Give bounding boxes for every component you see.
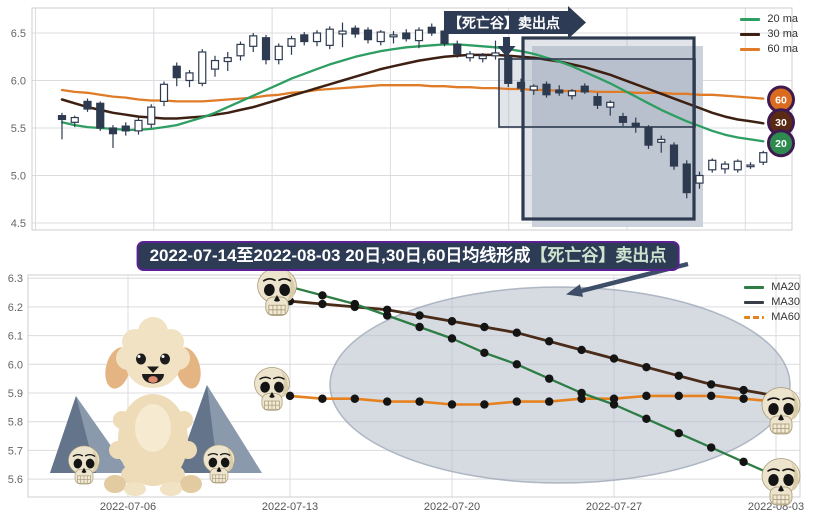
y-tick-label: 6.0 [11,76,26,88]
y-tick-label: 5.8 [8,417,23,429]
candlestick-group [57,22,768,199]
box-shadow [532,46,703,227]
legend-item-ma30: MA30 [744,296,800,308]
y-tick-label: 4.5 [11,218,26,230]
legend-item-60ma: 60 ma [740,43,798,55]
bottom-ma-line-chart: 6.3 6.2 6.1 6.0 5.9 5.8 5.7 5.6 2022-07-06 2022-0… [8,261,804,513]
ma60-badge: 60 [767,85,795,114]
60ma-line [60,84,765,103]
death-valley-outer-box [521,36,696,221]
legend-label: 20 ma [767,13,798,25]
legend-label: MA20 [771,281,800,293]
MA60-series [285,391,781,409]
svg-text:30: 30 [775,117,787,129]
x-tick-label: 2022-08-03 [748,501,804,513]
y-tick-label: 5.7 [8,445,23,457]
legend-item-ma20: MA20 [744,281,800,293]
sell-point-flag: 【死亡谷】卖出点 [444,6,586,57]
y-tick-label: 5.5 [11,123,26,135]
skull-icon [254,367,290,411]
y-tick-label: 5.6 [8,474,23,486]
legend-label: MA30 [771,296,800,308]
skull-icon [203,444,235,484]
20ma-line [60,43,765,143]
valley-scene-illustration [50,317,262,496]
x-tick-label: 2022-07-06 [100,501,156,513]
ma30-swatch-icon [744,300,765,304]
skull-icon [68,445,100,485]
y-tick-label: 6.2 [8,302,23,314]
legend-item-20ma: 20 ma [740,13,798,25]
legend-label: MA60 [771,311,800,323]
bottom-chart-legend: MA20 MA30 MA60 [744,281,800,323]
ma60-swatch-icon [740,47,761,51]
caption-text: 2022-07-14至2022-08-03 20日,30日,60日均线形成 [149,246,531,265]
y-tick-label: 6.0 [8,359,23,371]
caption-highlight-text: 【死亡谷】卖出点 [530,246,667,265]
y-tick-label: 6.1 [8,331,23,343]
ma20-swatch-icon [744,285,765,289]
svg-text:60: 60 [775,94,787,106]
skull-icon [761,458,801,506]
top-chart-legend: 20 ma 30 ma 60 ma [740,13,798,55]
x-tick-label: 2022-07-27 [586,501,642,513]
30ma-line [60,53,765,125]
ma60-swatch-icon [744,315,765,319]
legend-label: 60 ma [767,43,798,55]
sell-point-flag-label: 【死亡谷】卖出点 [448,15,560,31]
legend-item-30ma: 30 ma [740,28,798,40]
caption-banner: 2022-07-14至2022-08-03 20日,30日,60日均线形成【死亡… [136,241,680,272]
x-tick-label: 2022-07-20 [424,501,480,513]
y-tick-label: 6.5 [11,28,26,40]
death-valley-inner-box [498,58,696,128]
skull-icon [761,387,801,435]
death-valley-box-fill-0 [523,38,694,219]
down-arrow-icon [497,37,516,57]
y-tick-label: 5.0 [11,171,26,183]
y-tick-label: 5.9 [8,388,23,400]
legend-item-ma60: MA60 [744,311,800,323]
ma30-swatch-icon [740,32,761,36]
legend-label: 30 ma [767,28,798,40]
x-tick-label: 2022-07-13 [262,501,318,513]
y-tick-label: 6.3 [8,273,23,285]
poodle-dog-illustration [104,317,202,496]
svg-text:20: 20 [775,138,787,150]
skull-icon [257,267,297,316]
ma20-badge: 20 [767,129,795,158]
top-candlestick-chart: 6.5 6.0 5.5 5.0 4.5 【死亡谷】卖出点 60 30 20 [11,6,795,231]
ma20-swatch-icon [740,17,761,21]
